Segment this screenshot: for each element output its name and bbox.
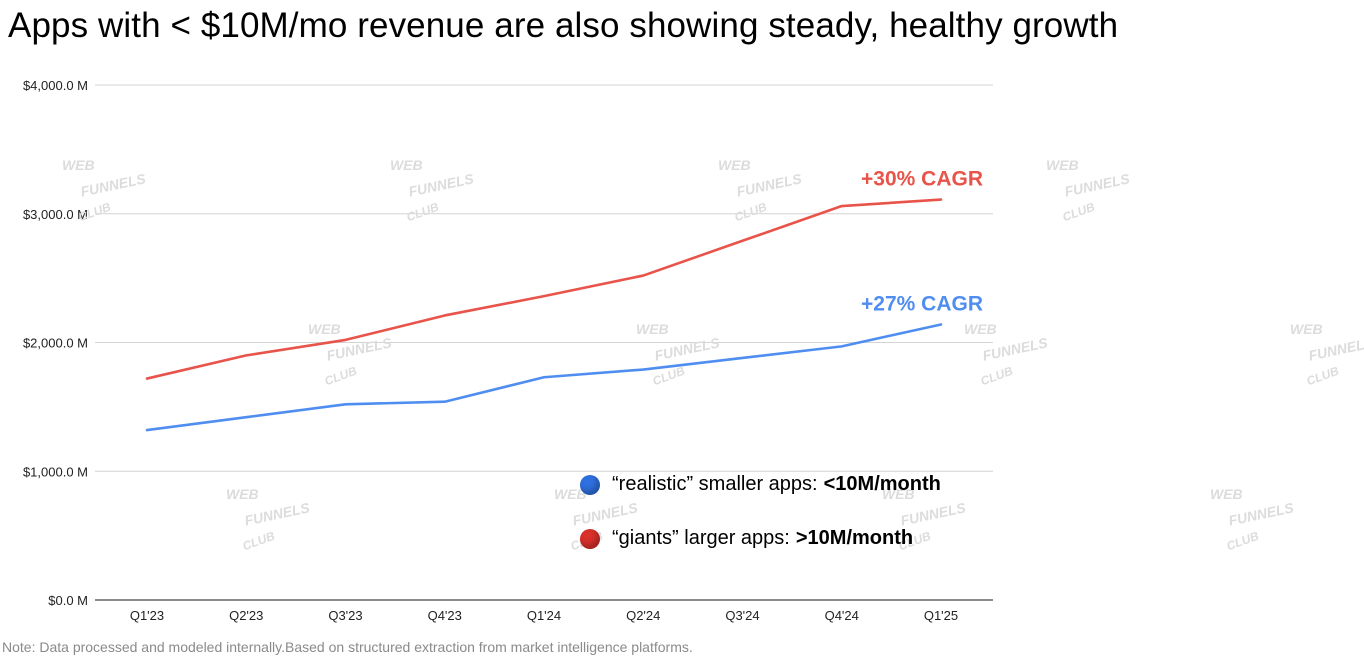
legend-realistic-label: “realistic” smaller apps: — [612, 473, 818, 495]
legend-blue-dot-icon — [580, 474, 600, 495]
y-tick-label: $0.0 M — [48, 593, 88, 608]
x-tick-label: Q1'24 — [527, 608, 561, 623]
y-tick-label: $1,000.0 M — [23, 464, 88, 479]
legend-item-realistic: “realistic” smaller apps: <10M/month — [580, 473, 941, 496]
x-tick-label: Q1'25 — [924, 608, 958, 623]
y-tick-label: $4,000.0 M — [23, 78, 88, 93]
x-tick-label: Q2'23 — [229, 608, 263, 623]
legend-item-giants: “giants” larger apps: >10M/month — [580, 527, 913, 550]
x-tick-label: Q3'24 — [725, 608, 759, 623]
legend-realistic-bold: <10M/month — [823, 473, 941, 495]
chart-title: Apps with < $10M/mo revenue are also sho… — [8, 6, 1119, 45]
legend-giants-label: “giants” larger apps: — [612, 527, 790, 549]
x-tick-label: Q4'23 — [428, 608, 462, 623]
cagr-annotation-giants: +30% CAGR — [861, 168, 983, 191]
cagr-annotation-realistic: +27% CAGR — [861, 292, 983, 315]
footnote: Note: Data processed and modeled interna… — [2, 639, 693, 655]
series-line-giants — [145, 198, 943, 380]
x-tick-label: Q3'23 — [328, 608, 362, 623]
x-tick-label: Q2'24 — [626, 608, 660, 623]
x-tick-label: Q1'23 — [130, 608, 164, 623]
legend-red-dot-icon — [580, 528, 600, 549]
y-tick-label: $2,000.0 M — [23, 336, 88, 351]
x-tick-label: Q4'24 — [825, 608, 859, 623]
y-tick-label: $3,000.0 M — [23, 207, 88, 222]
legend-giants-bold: >10M/month — [795, 527, 914, 549]
